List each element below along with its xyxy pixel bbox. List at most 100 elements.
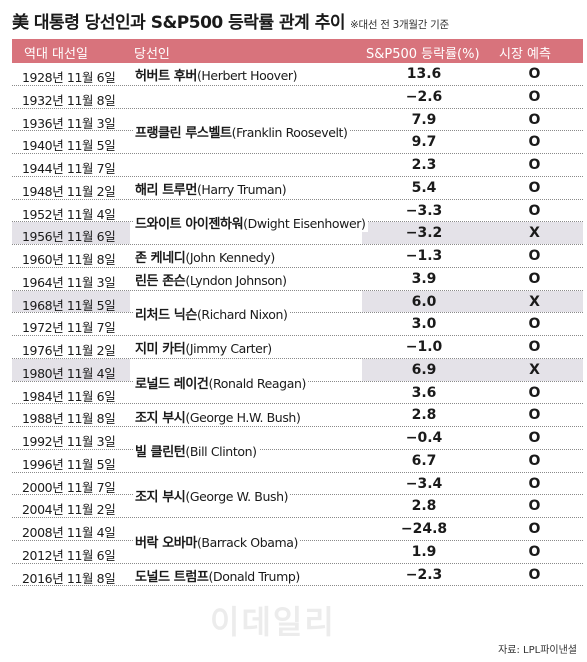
- date-cell: 1940년 11월 5일: [12, 131, 130, 153]
- winner-label: 해리 트루먼(Harry Truman): [133, 179, 289, 199]
- election-date: 1996년 11월 5일: [22, 456, 116, 472]
- winner-label: 허버트 후버(Herbert Hoover): [133, 65, 300, 85]
- sp500-cell: −2.3: [362, 564, 486, 586]
- market-prediction: O: [528, 430, 541, 446]
- election-date: 2012년 11월 6일: [22, 547, 116, 563]
- market-prediction: O: [528, 111, 541, 128]
- winner-korean-name: 도널드 트럼프: [135, 569, 209, 585]
- election-date: 1988년 11월 8일: [22, 411, 116, 427]
- data-table: 1928년 11월 6일 13.6 O 1932년 11월 8일 −2.6 O 1936년 …: [12, 63, 583, 587]
- winner-label: 조지 부시(George H.W. Bush): [133, 406, 303, 426]
- market-prediction: O: [528, 134, 541, 151]
- header-date: 역대 대선일: [24, 47, 88, 62]
- table-row: 2012년 11월 6일 1.9 O: [12, 541, 583, 564]
- date-cell: 1932년 11월 8일: [12, 86, 130, 108]
- date-cell: 2016년 11월 8일: [12, 564, 130, 586]
- sp500-change: 3.0: [411, 316, 437, 333]
- header-winner: 당선인: [134, 47, 170, 62]
- election-date: 2008년 11월 4일: [22, 525, 116, 540]
- market-prediction: O: [528, 521, 541, 537]
- winner-korean-name: 로널드 레이건: [135, 376, 209, 392]
- sp500-change: −2.6: [405, 88, 443, 105]
- winner-korean-name: 리처드 닉슨: [135, 308, 197, 324]
- winner-english-name: (George H.W. Bush): [185, 409, 301, 425]
- source-note: 자료: LPL파이낸셜: [498, 645, 577, 656]
- table-row: 1960년 11월 8일 −1.3 O: [12, 245, 583, 268]
- table-row: 1968년 11월 5일 6.0 X: [12, 290, 583, 314]
- sp500-change: 2.8: [411, 498, 437, 515]
- market-prediction: O: [528, 270, 541, 287]
- winner-korean-name: 린든 존슨: [135, 274, 186, 290]
- winner-english-name: (Herbert Hoover): [196, 68, 298, 84]
- winner-korean-name: 조지 부시: [135, 410, 186, 426]
- sp500-cell: −1.0: [362, 336, 486, 358]
- table-row: 2004년 11월 2일 2.8 O: [12, 495, 583, 518]
- sp500-cell: 1.9: [362, 541, 486, 563]
- sp500-change: 2.8: [411, 407, 437, 424]
- sp500-change: 6.9: [411, 361, 437, 378]
- prediction-cell: O: [486, 268, 583, 290]
- sp500-cell: 6.0: [362, 290, 486, 313]
- winner-english-name: (George W. Bush): [185, 489, 289, 505]
- winner-korean-name: 버락 오바마: [135, 535, 197, 551]
- winner-korean-name: 드와이트 아이젠하워: [135, 217, 244, 233]
- sp500-change: 5.4: [411, 179, 437, 196]
- election-date: 1972년 11월 7일: [22, 320, 116, 336]
- prediction-cell: X: [486, 290, 583, 313]
- winner-label: 버락 오바마(Barrack Obama): [133, 531, 300, 551]
- prediction-cell: O: [486, 382, 583, 404]
- sp500-change: −3.3: [405, 202, 443, 219]
- sp500-cell: 2.8: [362, 404, 486, 426]
- table-row: 1980년 11월 4일 6.9 X: [12, 358, 583, 382]
- winner-korean-name: 해리 트루먼: [135, 183, 197, 199]
- date-cell: 1988년 11월 8일: [12, 404, 130, 426]
- prediction-cell: O: [486, 245, 583, 267]
- date-cell: 2012년 11월 6일: [12, 541, 130, 563]
- table-row: 1972년 11월 7일 3.0 O: [12, 313, 583, 336]
- sp500-cell: −24.8: [362, 518, 486, 540]
- winner-english-name: (Jimmy Carter): [185, 341, 272, 357]
- prediction-cell: O: [486, 86, 583, 108]
- winner-korean-name: 빌 클린턴: [135, 444, 186, 460]
- market-prediction: O: [528, 248, 541, 264]
- market-prediction: O: [528, 475, 541, 492]
- table-row: 1932년 11월 8일 −2.6 O: [12, 86, 583, 109]
- winner-english-name: (Ronald Reagan): [208, 375, 307, 391]
- date-cell: 1956년 11월 6일: [12, 222, 130, 244]
- winner-korean-name: 프랭클린 루스벨트: [135, 126, 232, 142]
- title-row: 美 대통령 당선인과 S&P500 등락률 관계 추이 ※대선 전 3개월간 기…: [12, 8, 579, 36]
- prediction-cell: O: [486, 564, 583, 586]
- sp500-change: 2.3: [411, 157, 437, 173]
- date-cell: 1980년 11월 4일: [12, 358, 130, 381]
- market-prediction: O: [528, 88, 541, 105]
- sp500-change: −3.2: [405, 225, 443, 242]
- date-cell: 1952년 11월 4일: [12, 200, 130, 222]
- prediction-cell: O: [486, 427, 583, 449]
- election-date: 2004년 11월 2일: [22, 502, 116, 518]
- winner-label: 존 케네디(John Kennedy): [133, 247, 277, 267]
- prediction-cell: O: [486, 154, 583, 176]
- date-cell: 1960년 11월 8일: [12, 245, 130, 267]
- table-row: 1984년 11월 6일 3.6 O: [12, 382, 583, 405]
- election-date: 1960년 11월 8일: [22, 252, 116, 267]
- table-header: 역대 대선일 당선인 S&P500 등락률(%) 시장 예측: [12, 39, 583, 63]
- table-row: 1944년 11월 7일 2.3 O: [12, 154, 583, 177]
- election-date: 1980년 11월 4일: [22, 365, 116, 381]
- header-sp500: S&P500 등락률(%): [366, 47, 480, 62]
- prediction-cell: O: [486, 495, 583, 517]
- winner-label: 빌 클린턴(Bill Clinton): [133, 440, 259, 460]
- date-cell: 1992년 11월 3일: [12, 427, 130, 449]
- winner-english-name: (Harry Truman): [196, 182, 287, 198]
- market-prediction: O: [528, 407, 541, 424]
- sp500-change: −1.3: [405, 248, 443, 264]
- sp500-change: 3.9: [411, 270, 437, 287]
- winner-korean-name: 지미 카터: [135, 342, 186, 358]
- sp500-change: 7.9: [411, 111, 437, 128]
- date-cell: 1968년 11월 5일: [12, 290, 130, 313]
- election-date: 1948년 11월 2일: [22, 183, 116, 199]
- table-row: 1996년 11월 5일 6.7 O: [12, 450, 583, 473]
- sp500-cell: 3.0: [362, 313, 486, 335]
- sp500-change: −1.0: [405, 339, 443, 355]
- winner-english-name: (Lyndon Johnson): [185, 273, 287, 289]
- date-cell: 1976년 11월 2일: [12, 336, 130, 358]
